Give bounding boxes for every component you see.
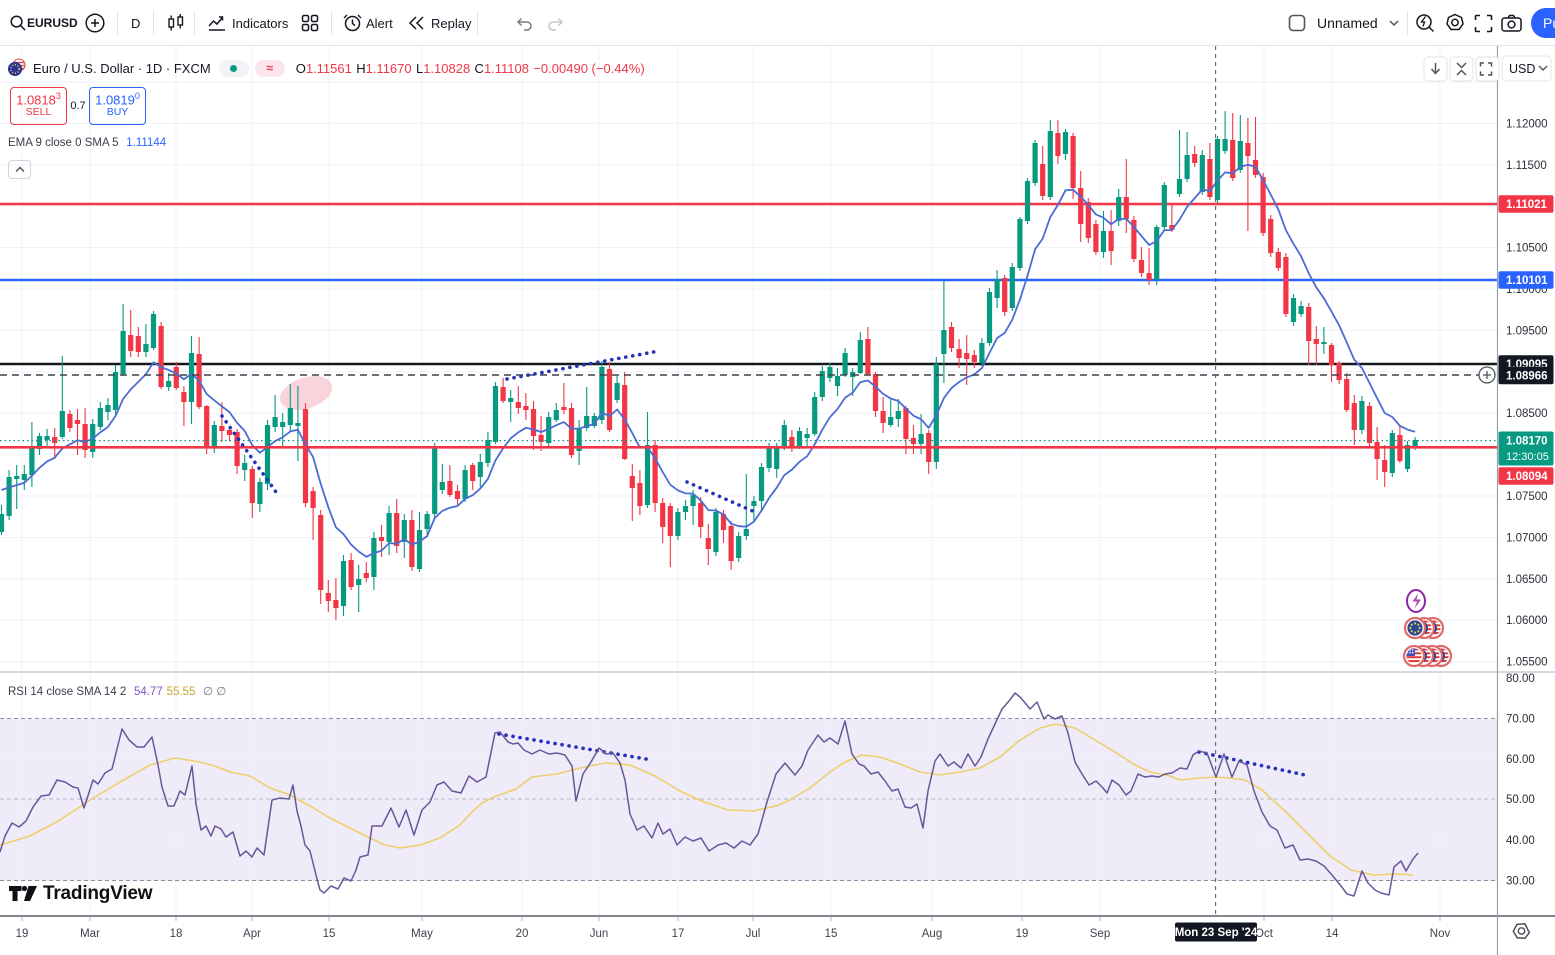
svg-text:1.09500: 1.09500 — [1506, 325, 1548, 337]
svg-text:1.12000: 1.12000 — [1506, 118, 1548, 130]
svg-text:Mar: Mar — [80, 928, 100, 940]
svg-text:20: 20 — [516, 928, 529, 940]
svg-text:19: 19 — [16, 928, 29, 940]
svg-text:50.00: 50.00 — [1506, 794, 1535, 806]
svg-text:1.10101: 1.10101 — [1506, 275, 1548, 287]
svg-text:70.00: 70.00 — [1506, 714, 1535, 726]
svg-text:40.00: 40.00 — [1506, 835, 1535, 847]
svg-text:Mon 23 Sep '24: Mon 23 Sep '24 — [1175, 927, 1258, 939]
svg-text:17: 17 — [672, 928, 685, 940]
svg-text:15: 15 — [323, 928, 336, 940]
svg-text:1.06500: 1.06500 — [1506, 574, 1548, 586]
svg-text:1.08966: 1.08966 — [1506, 371, 1548, 383]
svg-text:12:30:05: 12:30:05 — [1506, 451, 1549, 463]
svg-text:14: 14 — [1326, 928, 1339, 940]
svg-text:Aug: Aug — [922, 928, 942, 940]
svg-text:1.05500: 1.05500 — [1506, 657, 1548, 669]
svg-text:Jul: Jul — [746, 928, 761, 940]
svg-text:1.10500: 1.10500 — [1506, 243, 1548, 255]
svg-text:1.08170: 1.08170 — [1506, 436, 1548, 448]
svg-text:30.00: 30.00 — [1506, 876, 1535, 888]
svg-text:May: May — [411, 928, 433, 940]
svg-text:80.00: 80.00 — [1506, 673, 1535, 685]
svg-text:Sep: Sep — [1090, 928, 1110, 940]
svg-text:1.06000: 1.06000 — [1506, 615, 1548, 627]
svg-text:1.08094: 1.08094 — [1506, 471, 1548, 483]
svg-text:15: 15 — [825, 928, 838, 940]
svg-text:Jun: Jun — [590, 928, 609, 940]
svg-text:Oct: Oct — [1255, 928, 1274, 940]
svg-text:Apr: Apr — [243, 928, 261, 940]
svg-text:USD: USD — [1509, 62, 1535, 76]
svg-text:18: 18 — [170, 928, 183, 940]
svg-text:1.08500: 1.08500 — [1506, 408, 1548, 420]
svg-text:1.11021: 1.11021 — [1506, 199, 1548, 211]
svg-text:19: 19 — [1016, 928, 1029, 940]
svg-text:Nov: Nov — [1430, 928, 1451, 940]
svg-text:1.11500: 1.11500 — [1506, 160, 1547, 172]
svg-text:1.07000: 1.07000 — [1506, 532, 1548, 544]
svg-text:1.07500: 1.07500 — [1506, 491, 1548, 503]
svg-text:60.00: 60.00 — [1506, 754, 1535, 766]
